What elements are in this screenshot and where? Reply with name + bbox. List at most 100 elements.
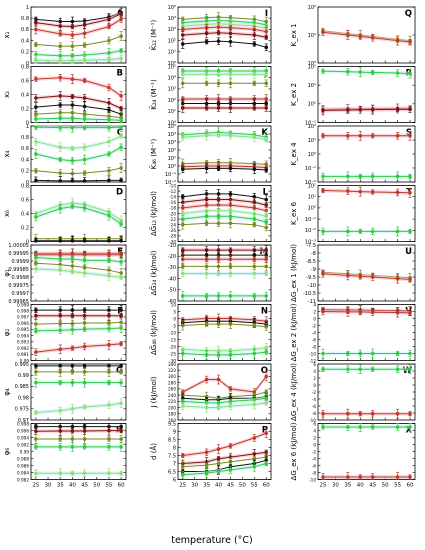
data-point: [321, 134, 325, 138]
data-point: [70, 364, 75, 368]
panel-M: -60-50-40-30-20-10MΔḠ₂₄ (kJ/mol): [149, 243, 272, 305]
data-point: [228, 387, 233, 391]
y-tick-label: 0: [313, 316, 316, 321]
series-line: [35, 126, 122, 129]
panel-frame: [30, 363, 127, 421]
data-point: [252, 351, 257, 356]
y-tick-label: 0.4: [21, 92, 29, 98]
y-tick-label: 10⁴: [168, 16, 176, 22]
data-point: [264, 97, 269, 101]
data-point: [58, 321, 63, 326]
data-point: [70, 24, 75, 29]
data-point: [34, 139, 38, 144]
y-tick-label: 0.8: [21, 183, 29, 189]
series: [180, 28, 269, 40]
y-tick-label: -20: [169, 211, 176, 216]
data-point: [82, 31, 87, 36]
data-point: [119, 275, 123, 280]
data-point: [204, 214, 209, 219]
data-point: [370, 310, 375, 315]
x-tick-label: 40: [215, 483, 222, 489]
y-tick-label: -8.5: [306, 259, 316, 265]
panel-V: -12-10-8-6-4-2024VΔG_ex 2 (kJ/mol): [290, 302, 416, 363]
series-band: [35, 11, 122, 29]
data-point: [180, 264, 185, 269]
data-point: [204, 166, 209, 171]
data-point: [58, 24, 63, 28]
series: [321, 67, 412, 79]
series: [34, 434, 123, 444]
series-band: [182, 21, 267, 31]
data-point: [204, 101, 209, 106]
y-tick-label: 0.975: [15, 407, 29, 413]
series: [180, 163, 269, 175]
y-tick-label: 9.5: [168, 421, 176, 427]
data-point: [58, 206, 63, 211]
data-point: [252, 81, 257, 86]
series: [321, 408, 412, 419]
data-point: [34, 313, 38, 318]
data-point: [34, 429, 38, 434]
data-point: [82, 380, 87, 385]
data-point: [395, 107, 400, 112]
x-tick-label: 50: [239, 483, 246, 489]
data-point: [395, 190, 400, 195]
series-line: [35, 327, 122, 332]
data-point: [107, 321, 111, 325]
panel-letter: D: [116, 188, 123, 198]
data-point: [228, 214, 233, 219]
y-tick-label: -2: [312, 323, 317, 328]
data-point: [204, 203, 209, 207]
y-axis-label: K̄₂₄ (M⁻¹): [149, 79, 158, 110]
y-tick-label: -12: [169, 189, 176, 194]
panel-frame: [317, 66, 416, 123]
series: [321, 472, 412, 480]
data-point: [70, 146, 75, 151]
y-axis-label: ΔG_ex 6 (kJ/mol): [290, 422, 298, 480]
y-tick-label: 0.991: [17, 352, 29, 357]
y-tick-label: 10¹: [168, 109, 176, 115]
y-tick-label: -4: [312, 397, 317, 402]
data-point: [119, 178, 123, 183]
y-tick-label: -2: [312, 390, 317, 395]
data-point: [34, 322, 38, 326]
data-point: [119, 222, 123, 226]
data-point: [58, 408, 63, 413]
series-line: [182, 204, 267, 212]
data-point: [180, 404, 185, 408]
panel-frame: [317, 363, 416, 421]
data-point: [252, 206, 257, 210]
y-tick-label: -10: [309, 351, 316, 356]
data-point: [34, 169, 38, 173]
y-tick-label: -18: [169, 206, 176, 211]
y-tick-label: 0.994: [17, 333, 29, 338]
series: [34, 310, 123, 321]
data-point: [119, 341, 123, 346]
data-point: [82, 145, 87, 150]
data-point: [204, 72, 209, 77]
y-axis-label: ΔḠ₂₄ (kJ/mol): [149, 250, 158, 295]
data-point: [70, 77, 75, 81]
data-point: [107, 370, 111, 374]
data-point: [346, 411, 350, 416]
data-point: [358, 108, 363, 112]
x-tick-label: 35: [344, 483, 351, 489]
y-tick-label: 0.99985: [8, 267, 29, 273]
panel-frame: [317, 423, 416, 480]
data-point: [82, 58, 87, 62]
data-point: [58, 75, 63, 80]
y-tick-label: 0.6: [21, 146, 29, 152]
series: [180, 103, 269, 113]
y-tick-label: -28: [169, 234, 176, 239]
x-tick-label: 25: [32, 483, 39, 489]
y-tick-label: 180: [168, 412, 176, 417]
data-point: [70, 407, 75, 411]
data-point: [58, 94, 63, 98]
series-line: [35, 205, 122, 225]
data-point: [180, 81, 185, 86]
series-line: [35, 167, 122, 175]
y-tick-label: -50: [168, 288, 176, 294]
y-tick-label: 260: [168, 387, 176, 392]
series-band: [35, 17, 122, 37]
data-point: [395, 71, 400, 75]
